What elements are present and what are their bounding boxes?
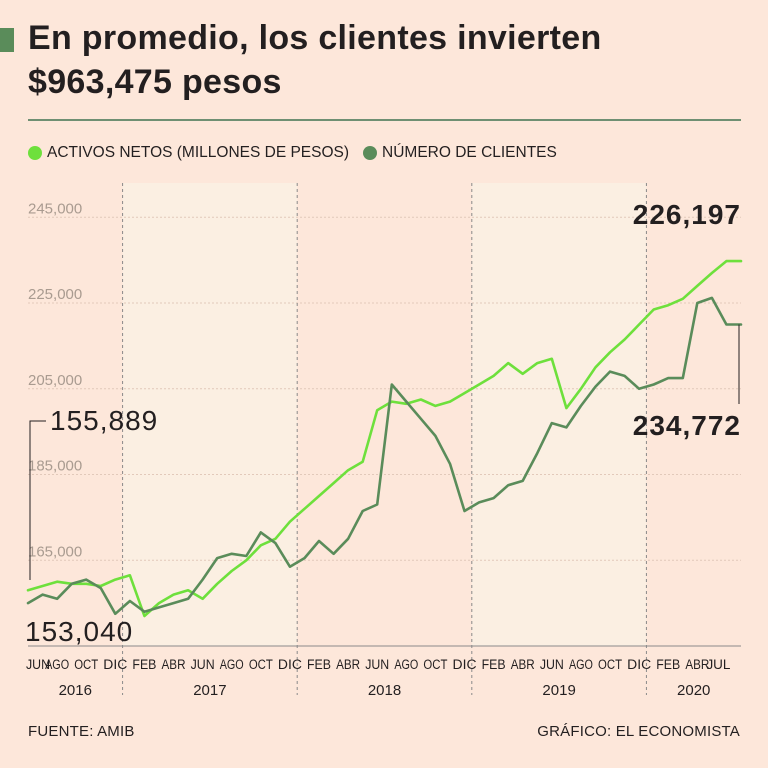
x-tick-label: ABR xyxy=(511,657,535,672)
legend-dot-activos xyxy=(28,146,42,160)
x-tick-label: FEB xyxy=(656,657,680,672)
year-label-2018: 2018 xyxy=(368,682,401,699)
x-tick-label: JUN xyxy=(26,657,50,672)
x-tick-label: JUN xyxy=(365,657,389,672)
annotation-end-clientes: 226,197 xyxy=(633,199,741,230)
y-tick-label: 205,000 xyxy=(28,372,82,389)
y-tick-label: 185,000 xyxy=(28,458,82,475)
chart-legend: ACTIVOS NETOS (MILLONES DE PESOS) NÚMERO… xyxy=(28,143,557,163)
y-tick-label: 165,000 xyxy=(28,543,82,560)
x-tick-label: JUL xyxy=(706,657,730,672)
x-tick-label: FEB xyxy=(132,657,156,672)
x-tick-label: OCT xyxy=(598,657,622,672)
x-tick-label: OCT xyxy=(74,657,98,672)
annotation-start-activos: 153,040 xyxy=(25,616,133,647)
y-tick-label: 245,000 xyxy=(28,200,82,217)
legend-item-clientes: NÚMERO DE CLIENTES xyxy=(363,144,557,162)
legend-label-activos: ACTIVOS NETOS (MILLONES DE PESOS) xyxy=(47,144,350,161)
x-tick-label: DIC xyxy=(278,657,302,672)
x-tick-label: ABR xyxy=(685,657,709,672)
legend-label-clientes: NÚMERO DE CLIENTES xyxy=(382,144,557,161)
x-tick-label: JUN xyxy=(191,657,215,672)
year-label-2019: 2019 xyxy=(542,682,575,699)
x-tick-label: AGO xyxy=(220,657,244,672)
source-note: FUENTE: AMIB xyxy=(28,723,135,740)
x-tick-label: ABR xyxy=(162,657,186,672)
x-tick-label: ABR xyxy=(336,657,360,672)
legend-dot-clientes xyxy=(363,146,378,160)
annotation-start-clientes: 155,889 xyxy=(50,405,158,436)
x-tick-label: OCT xyxy=(249,657,273,672)
x-tick-label: FEB xyxy=(307,657,331,672)
x-tick-label: DIC xyxy=(453,657,477,672)
x-tick-label: DIC xyxy=(103,657,127,672)
legend-item-activos: ACTIVOS NETOS (MILLONES DE PESOS) xyxy=(28,144,349,162)
x-tick-label: AGO xyxy=(45,657,69,672)
series-line-clientes xyxy=(26,296,743,616)
annotation-end-activos: 234,772 xyxy=(633,410,741,441)
x-tick-label: AGO xyxy=(394,657,418,672)
x-tick-label: FEB xyxy=(482,657,506,672)
x-tick-label: AGO xyxy=(569,657,593,672)
series-line-activos xyxy=(26,259,743,618)
year-band-2019 xyxy=(471,183,647,646)
annotation-connector-left xyxy=(29,420,46,580)
credit-note: GRÁFICO: EL ECONOMISTA xyxy=(537,723,740,740)
title-accent-bar xyxy=(0,28,14,52)
x-tick-label: JUN xyxy=(540,657,564,672)
y-tick-label: 225,000 xyxy=(28,286,82,303)
year-label-2016: 2016 xyxy=(59,682,92,699)
x-tick-label: OCT xyxy=(423,657,447,672)
year-label-2020: 2020 xyxy=(677,682,710,699)
x-tick-label: DIC xyxy=(627,657,651,672)
page-title: En promedio, los clientes invierten $963… xyxy=(28,19,602,101)
year-label-2017: 2017 xyxy=(193,682,226,699)
title-divider xyxy=(28,119,741,121)
